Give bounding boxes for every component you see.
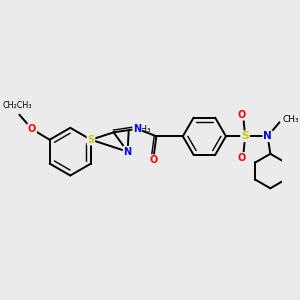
Text: S: S [241, 131, 249, 141]
Text: N: N [124, 147, 132, 157]
Text: CH₂CH₃: CH₂CH₃ [3, 101, 32, 110]
Text: O: O [238, 153, 246, 163]
Text: O: O [150, 155, 158, 165]
Text: O: O [28, 124, 36, 134]
Text: CH₃: CH₃ [283, 115, 299, 124]
Text: N: N [263, 131, 272, 141]
Text: O: O [238, 110, 246, 120]
Text: CH₃: CH₃ [135, 125, 151, 134]
Text: S: S [87, 135, 94, 145]
Text: N: N [133, 124, 141, 134]
